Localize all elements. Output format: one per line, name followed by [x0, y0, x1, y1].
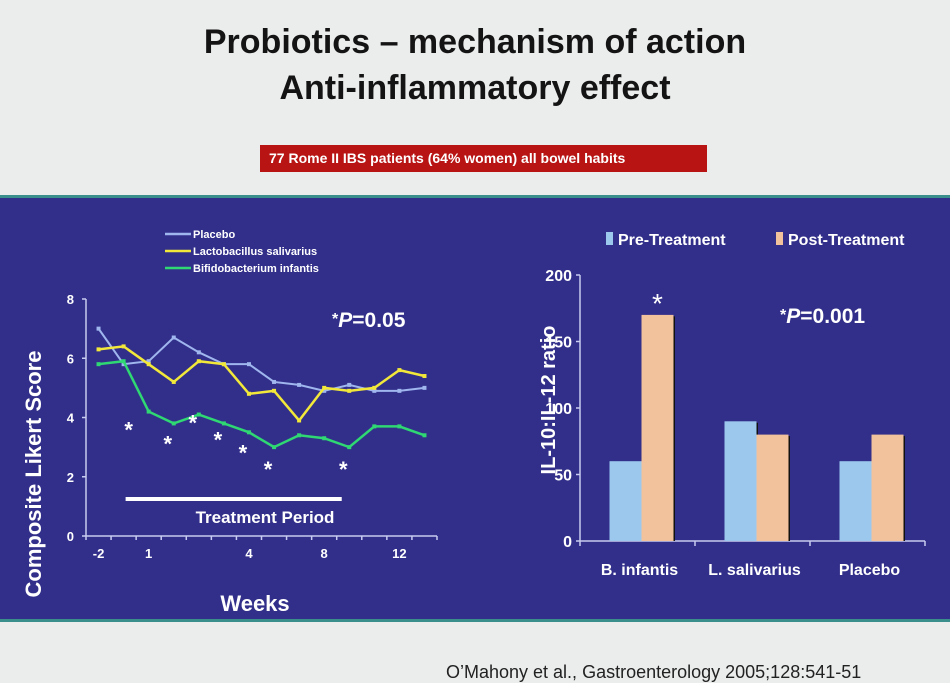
series-line-lactobacillus-salivarius — [98, 345, 425, 423]
slide-title-line2: Anti-inflammatory effect — [279, 69, 671, 107]
data-point — [272, 379, 277, 384]
data-point — [146, 362, 151, 367]
y-tick-label: 0 — [563, 534, 572, 551]
data-point — [221, 421, 226, 426]
data-point — [322, 436, 327, 441]
data-point — [397, 368, 402, 373]
data-point — [297, 433, 302, 438]
y-tick-label: 4 — [67, 411, 75, 426]
citation: O’Mahony et al., Gastroenterology 2005;1… — [446, 662, 862, 682]
data-point — [246, 391, 251, 396]
data-point — [246, 362, 251, 367]
legend-label: Lactobacillus salivarius — [193, 246, 317, 258]
bar-pre-treatment — [839, 461, 872, 541]
data-point — [372, 385, 377, 390]
data-point — [96, 326, 101, 331]
significance-asterisk: * — [124, 418, 133, 443]
y-tick-label: 6 — [67, 351, 74, 366]
y-axis-title: IL-10:IL-12 ratio — [538, 326, 560, 475]
slide-title-line1: Probiotics – mechanism of action — [203, 23, 747, 61]
data-point — [196, 350, 201, 355]
x-tick-label: 1 — [145, 546, 152, 561]
significance-asterisk: * — [189, 411, 198, 436]
data-point — [96, 347, 101, 352]
significance-asterisk: * — [214, 427, 223, 452]
x-tick-label: 12 — [392, 546, 406, 561]
data-point — [121, 344, 126, 349]
series-line-placebo — [97, 328, 425, 392]
bar-post-treatment — [871, 434, 904, 541]
x-tick-label: 8 — [321, 546, 328, 561]
y-tick-label: 100 — [545, 401, 572, 418]
treatment-period-label: Treatment Period — [196, 508, 335, 527]
category-label: L. salivarius — [708, 562, 801, 579]
data-point — [347, 388, 352, 393]
legend-swatch — [776, 232, 783, 245]
y-tick-label: 8 — [67, 292, 74, 307]
data-point — [372, 424, 377, 429]
significance-asterisk: * — [652, 288, 663, 319]
data-point — [146, 409, 151, 414]
legend-label: Placebo — [193, 229, 235, 241]
significance-asterisk: * — [264, 457, 273, 482]
bar-pre-treatment — [724, 421, 757, 541]
bar-post-treatment — [756, 434, 789, 541]
bar-post-treatment — [641, 314, 674, 541]
data-point — [246, 430, 251, 435]
legend-label: Post-Treatment — [788, 232, 905, 249]
significance-asterisk: * — [239, 440, 248, 465]
x-tick-label: -2 — [93, 546, 105, 561]
x-tick-label: 4 — [245, 546, 253, 561]
data-point — [322, 388, 327, 393]
p-value-annotation: *P=0.001 — [780, 305, 865, 328]
chart-panel — [0, 195, 950, 622]
y-tick-label: 0 — [67, 529, 74, 544]
study-banner: 77 Rome II IBS patients (64% women) all … — [260, 145, 707, 172]
data-point — [121, 362, 126, 367]
data-point — [171, 335, 176, 340]
y-tick-label: 200 — [545, 268, 572, 285]
y-axis-title: Composite Likert Score — [21, 351, 46, 598]
legend-label: Pre-Treatment — [618, 232, 726, 249]
data-point — [322, 385, 327, 390]
data-point — [146, 359, 151, 364]
data-point — [297, 382, 302, 387]
data-point — [397, 388, 402, 393]
data-point — [422, 374, 427, 379]
data-point — [221, 362, 226, 367]
p-value-annotation: *P=0.05 — [332, 309, 406, 332]
data-point — [272, 388, 277, 393]
y-tick-label: 150 — [545, 335, 572, 352]
data-point — [96, 362, 101, 367]
legend-swatch — [606, 232, 613, 245]
data-point — [422, 433, 427, 438]
data-point — [347, 382, 352, 387]
series-line-bifidobacterium-infantis — [98, 359, 425, 449]
data-point — [297, 418, 302, 423]
y-tick-label: 2 — [67, 470, 74, 485]
legend-label: Bifidobacterium infantis — [193, 263, 319, 275]
significance-asterisk: * — [163, 431, 172, 456]
category-label: Placebo — [839, 562, 901, 579]
data-point — [171, 379, 176, 384]
data-point — [372, 388, 377, 393]
data-point — [397, 424, 402, 429]
y-tick-label: 50 — [554, 468, 572, 485]
data-point — [196, 359, 201, 364]
bar-pre-treatment — [609, 461, 642, 541]
data-point — [422, 385, 427, 390]
x-axis-title: Weeks — [220, 591, 289, 616]
data-point — [347, 445, 352, 450]
data-point — [121, 359, 126, 364]
significance-asterisk: * — [339, 457, 348, 482]
data-point — [196, 412, 201, 417]
data-point — [272, 445, 277, 450]
category-label: B. infantis — [601, 562, 678, 579]
data-point — [171, 421, 176, 426]
